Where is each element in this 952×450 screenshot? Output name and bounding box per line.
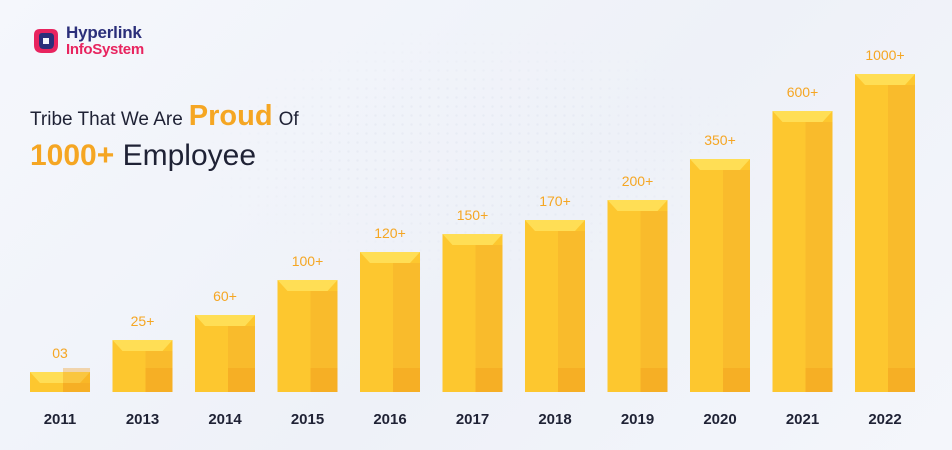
- bar-side-shade: [63, 383, 90, 392]
- bar-side-shade: [310, 291, 338, 392]
- heading-line1-prefix: Tribe That We Are: [30, 109, 183, 130]
- bar-side-shade: [805, 122, 833, 392]
- bar-top-face: [772, 111, 833, 122]
- bar-side-shade: [475, 245, 503, 392]
- bar-2016: 120+ 2016: [360, 225, 420, 428]
- bar-top-face: [112, 340, 173, 351]
- x-tick-label: 2015: [291, 411, 324, 428]
- bar-2011: 03 2011: [30, 345, 90, 428]
- bar-base-shade: [393, 368, 420, 392]
- bar-top-face: [442, 234, 503, 245]
- data-label: 350+: [704, 132, 736, 148]
- bar-top-face: [525, 220, 585, 231]
- x-tick-label: 2017: [456, 411, 489, 428]
- bar-top-face: [855, 74, 915, 85]
- heading-line2-suffix: Employee: [122, 139, 257, 172]
- bar-base-shade: [558, 368, 585, 392]
- bar-2020: 350+ 2020: [690, 132, 750, 428]
- page-heading: Tribe That We Are Proud Of 1000+ Employe…: [30, 100, 299, 173]
- data-label: 200+: [622, 173, 654, 189]
- x-tick-label: 2013: [126, 411, 159, 428]
- x-tick-label: 2021: [786, 411, 819, 428]
- brand-name-line2: InfoSystem: [66, 41, 144, 58]
- logo-icon: [30, 25, 62, 57]
- x-tick-label: 2020: [703, 411, 736, 428]
- bar-side-shade: [888, 85, 915, 392]
- bar-base-shade: [640, 368, 668, 392]
- bar-base-shade: [723, 368, 750, 392]
- bar-side-shade: [723, 170, 750, 392]
- bar-base-shade: [228, 368, 255, 392]
- bar-base-shade: [63, 368, 90, 392]
- bar-2017: 150+ 2017: [442, 207, 503, 428]
- bar-top-face: [30, 372, 90, 383]
- bar-top-face: [195, 315, 255, 326]
- data-label: 120+: [374, 225, 406, 241]
- bar-side-shade: [558, 231, 585, 392]
- bar-2014: 60+ 2014: [195, 288, 255, 428]
- data-label: 100+: [292, 253, 324, 269]
- brand-logo[interactable]: Hyperlink InfoSystem: [30, 24, 144, 57]
- x-tick-label: 2014: [208, 411, 242, 428]
- bar-base-shade: [888, 368, 915, 392]
- bar-side-shade: [228, 326, 255, 392]
- bar-top-face: [360, 252, 420, 263]
- bar-top-face: [690, 159, 750, 170]
- heading-highlight-proud: Proud: [188, 100, 273, 132]
- x-tick-label: 2018: [538, 411, 571, 428]
- bar-base-shade: [145, 368, 173, 392]
- x-tick-label: 2016: [373, 411, 406, 428]
- bar-top-face: [607, 200, 668, 211]
- data-label: 25+: [131, 313, 155, 329]
- data-label: 60+: [213, 288, 237, 304]
- bar-2021: 600+ 2021: [772, 84, 833, 428]
- bar-2018: 170+ 2018: [525, 193, 585, 428]
- bar-2015: 100+ 2015: [277, 253, 338, 428]
- heading-employee-count: 1000+: [30, 139, 115, 172]
- bar-base-shade: [310, 368, 338, 392]
- x-tick-label: 2019: [621, 411, 654, 428]
- bar-base-shade: [475, 368, 503, 392]
- brand-name-line1: Hyperlink: [66, 23, 142, 42]
- bar-2013: 25+ 2013: [112, 313, 173, 428]
- heading-line1-suffix: Of: [278, 109, 299, 130]
- bar-top-face: [277, 280, 338, 291]
- bar-2019: 200+ 2019: [607, 173, 668, 428]
- bar-2022: 1000+ 2022: [855, 47, 915, 428]
- bar-side-shade: [145, 351, 173, 392]
- data-label: 03: [52, 345, 68, 361]
- data-label: 600+: [787, 84, 819, 100]
- x-tick-label: 2011: [44, 411, 77, 428]
- x-tick-label: 2022: [868, 411, 901, 428]
- bar-side-shade: [393, 263, 420, 392]
- data-label: 170+: [539, 193, 571, 209]
- bar-side-shade: [640, 211, 668, 392]
- data-label: 150+: [457, 207, 489, 223]
- data-label: 1000+: [865, 47, 904, 63]
- bar-base-shade: [805, 368, 833, 392]
